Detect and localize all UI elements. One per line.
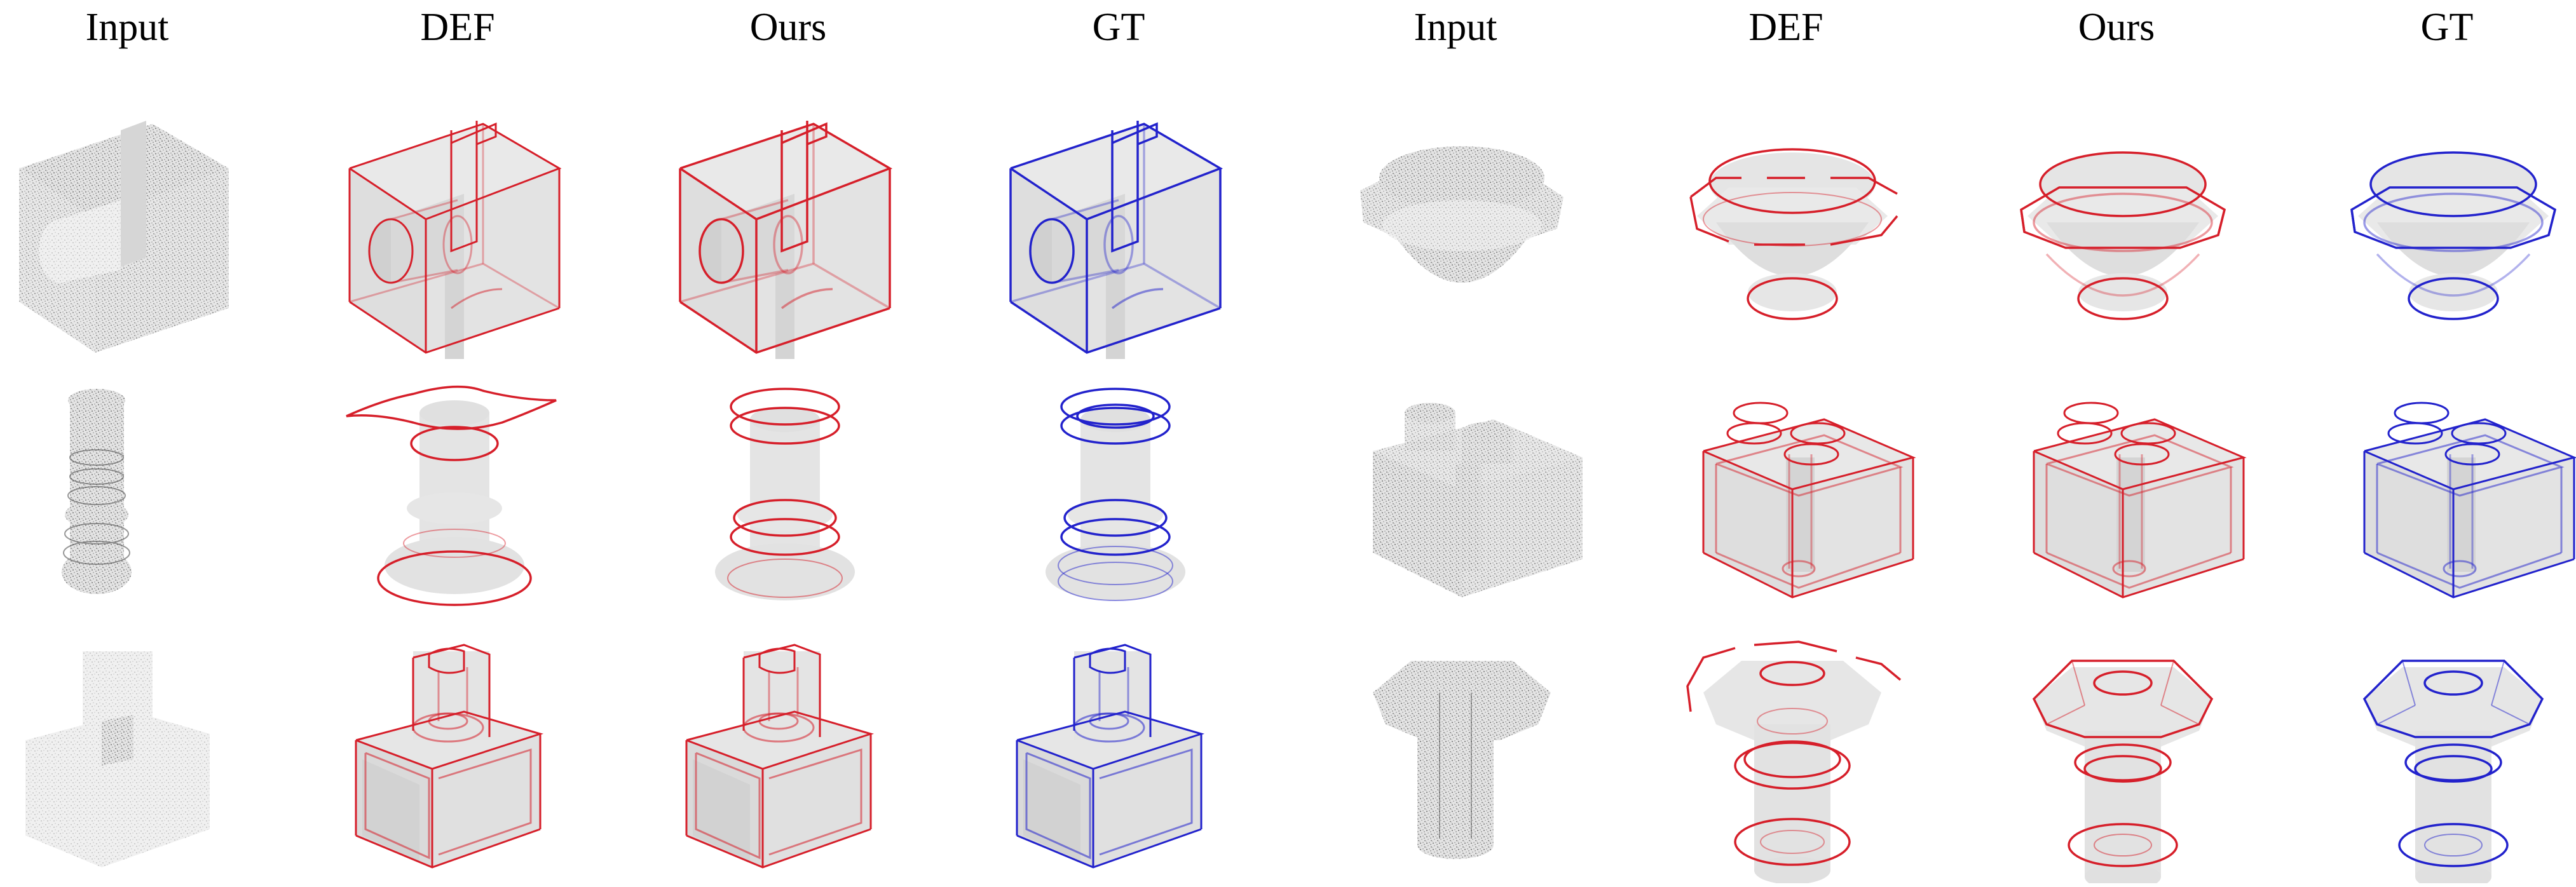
header-ours-left: Ours (749, 6, 827, 49)
input-pointcloud-spool (6, 381, 242, 610)
ours-result-bolt (2008, 635, 2244, 883)
input-pointcloud-brick (1347, 394, 1589, 610)
ours-result-lblock (667, 632, 903, 880)
gt-result-spool (998, 381, 1233, 610)
input-pointcloud-bowl (1347, 127, 1583, 343)
ours-result-spool (667, 381, 903, 610)
input-pointcloud-cube (6, 98, 248, 359)
input-pointcloud-bolt (1347, 635, 1583, 877)
header-ours-right: Ours (2078, 6, 2155, 49)
gt-result-brick (2339, 394, 2576, 610)
def-result-lblock (337, 632, 572, 880)
ours-result-brick (2008, 394, 2250, 610)
def-result-bowl (1678, 127, 1913, 343)
ours-result-cube (667, 98, 909, 359)
header-def-right: DEF (1748, 6, 1823, 49)
header-input-left: Input (85, 6, 169, 49)
gt-result-bolt (2339, 635, 2574, 883)
def-result-cube (337, 98, 578, 359)
header-input-right: Input (1414, 6, 1497, 49)
gt-result-lblock (998, 632, 1233, 880)
input-pointcloud-lblock (6, 632, 242, 880)
def-result-spool (337, 375, 572, 616)
header-def-left: DEF (420, 6, 495, 49)
ours-result-bowl (2008, 127, 2244, 343)
header-gt-left: GT (1092, 6, 1145, 49)
def-result-brick (1678, 394, 1919, 610)
def-result-bolt (1678, 629, 1913, 883)
header-gt-right: GT (2420, 6, 2474, 49)
gt-result-cube (998, 98, 1239, 359)
gt-result-bowl (2339, 127, 2574, 343)
